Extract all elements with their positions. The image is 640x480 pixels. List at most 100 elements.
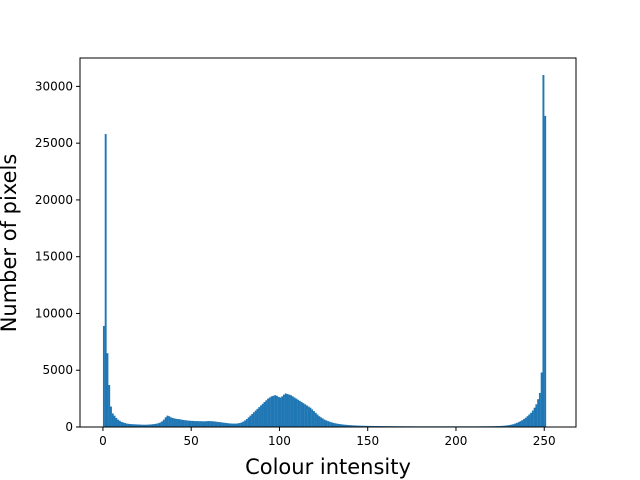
histogram-bar: [180, 419, 183, 427]
histogram-bars: [102, 75, 547, 428]
histogram-bar: [537, 399, 540, 427]
histogram-bar: [512, 424, 515, 427]
histogram-bar: [293, 397, 296, 427]
histogram-bar: [256, 408, 259, 427]
histogram-bar: [325, 420, 328, 427]
x-tick-label: 100: [268, 434, 291, 448]
histogram-bar: [268, 397, 271, 427]
histogram-bar: [505, 425, 508, 427]
histogram-bar: [170, 417, 172, 427]
histogram-bar: [517, 422, 520, 427]
histogram-bar: [117, 419, 119, 427]
histogram-bar: [203, 421, 206, 427]
x-tick-label: 150: [356, 434, 379, 448]
histogram-bar: [279, 397, 282, 427]
histogram-bar: [173, 418, 176, 427]
histogram-bar: [334, 423, 337, 427]
histogram-bar: [321, 418, 324, 427]
histogram-bar: [110, 406, 112, 427]
histogram-bar: [263, 402, 266, 427]
histogram-bar: [208, 421, 211, 427]
histogram-bar: [171, 417, 174, 427]
histogram-bar: [233, 423, 236, 427]
histogram-bar: [284, 393, 287, 427]
histogram-bar: [177, 419, 179, 427]
histogram-bar: [185, 420, 188, 427]
histogram-bar: [344, 424, 347, 427]
histogram-bar: [311, 409, 314, 427]
histogram-bar: [237, 423, 240, 427]
histogram-bar: [295, 398, 298, 427]
histogram-bar: [162, 419, 165, 427]
y-tick-label: 0: [65, 420, 73, 434]
histogram-bar: [297, 399, 300, 427]
histogram-bar: [507, 425, 510, 427]
histogram-bar: [313, 411, 315, 427]
histogram-bar: [192, 420, 195, 427]
histogram-bar: [298, 400, 301, 427]
histogram-bar: [207, 421, 210, 427]
histogram-bar: [314, 412, 317, 427]
histogram-bar: [230, 423, 232, 427]
histogram-bar: [175, 418, 178, 427]
histogram-bar: [115, 417, 118, 427]
histogram-bar: [358, 425, 361, 427]
histogram-bar: [365, 425, 368, 427]
histogram-bar: [320, 417, 322, 427]
x-tick-label: 200: [445, 434, 468, 448]
histogram-bar: [161, 421, 164, 427]
histogram-bar: [104, 134, 107, 427]
y-tick-label: 30000: [35, 79, 73, 93]
histogram-bar: [210, 421, 213, 427]
y-tick-label: 15000: [35, 250, 73, 264]
histogram-bar: [136, 424, 139, 427]
histogram-bar: [275, 395, 278, 427]
histogram-bar: [124, 423, 127, 427]
histogram-bar: [106, 353, 109, 427]
histogram-bar: [157, 423, 160, 427]
histogram-bar: [309, 407, 312, 427]
histogram-bar: [508, 424, 511, 427]
histogram-bar: [102, 325, 105, 427]
histogram-bar: [542, 75, 545, 427]
histogram-bar: [281, 396, 284, 427]
histogram-bar: [150, 424, 153, 427]
histogram-bar: [346, 424, 349, 427]
histogram-bar: [282, 394, 285, 427]
histogram-bar: [159, 422, 162, 427]
histogram-bar: [194, 421, 197, 427]
histogram-bar: [138, 424, 141, 427]
histogram-bar: [272, 395, 275, 427]
histogram-bar: [245, 419, 248, 427]
histogram-bar: [521, 420, 524, 427]
histogram-bar: [355, 425, 358, 427]
histogram-bar: [251, 413, 254, 427]
histogram-bar: [187, 420, 190, 427]
histogram-bar: [168, 416, 171, 427]
histogram-bar: [328, 421, 331, 427]
histogram-bar: [191, 420, 194, 427]
histogram-bar: [288, 394, 291, 427]
histogram-bar: [369, 425, 372, 427]
histogram-bar: [224, 422, 227, 427]
histogram-bar: [316, 414, 319, 427]
histogram-bar: [300, 402, 303, 427]
histogram-bar: [118, 420, 121, 427]
histogram-bar: [503, 425, 506, 427]
histogram-bar: [145, 424, 148, 427]
histogram-bar: [182, 419, 185, 427]
histogram-bar: [200, 421, 202, 427]
histogram-bar: [332, 422, 335, 427]
y-tick-label: 10000: [35, 306, 73, 320]
histogram-bar: [201, 421, 204, 427]
histogram-bar: [228, 423, 231, 427]
histogram-bar: [217, 422, 220, 427]
histogram-bar: [214, 421, 217, 427]
x-axis-title: Colour intensity: [245, 455, 411, 479]
histogram-bar: [339, 424, 342, 427]
histogram-bar: [205, 421, 208, 427]
histogram-bar: [351, 425, 354, 427]
histogram-bar: [235, 423, 238, 427]
histogram-bar: [140, 424, 142, 427]
histogram-bar: [240, 422, 243, 427]
